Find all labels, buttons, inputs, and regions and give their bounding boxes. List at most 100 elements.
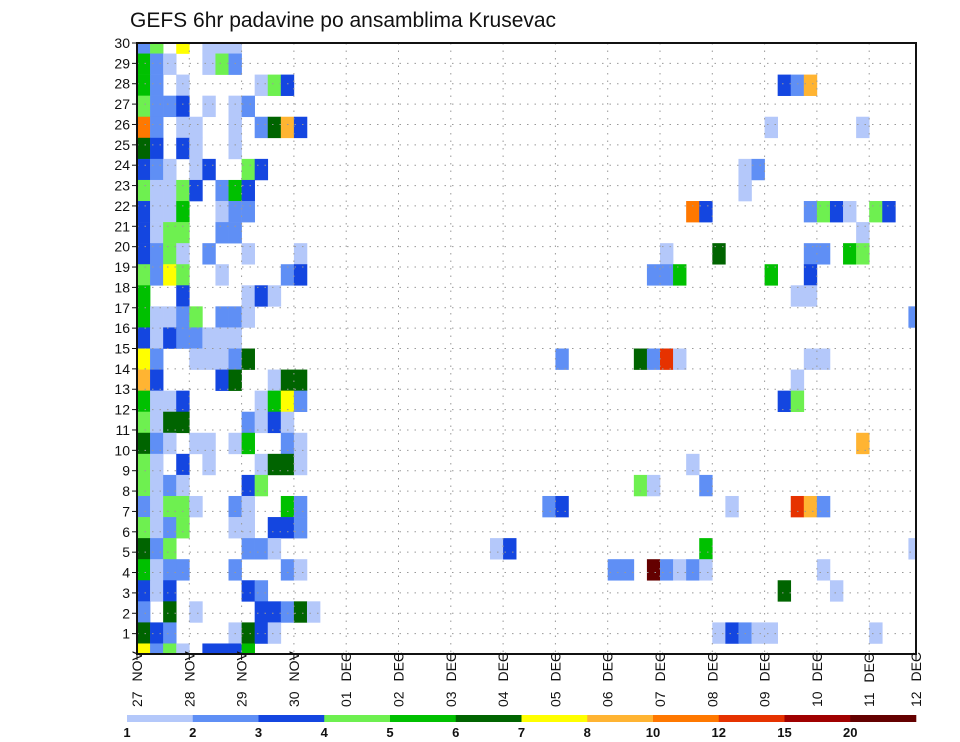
heatmap-cell — [137, 137, 151, 160]
heatmap-cell — [176, 327, 190, 349]
x-tick-label: 02 DEC — [391, 652, 407, 707]
y-tick-label: 24 — [114, 157, 130, 173]
heatmap-cell — [280, 601, 295, 623]
heatmap-cell — [686, 453, 700, 476]
heatmap-cell — [137, 369, 151, 391]
heatmap-cell — [699, 474, 713, 497]
heatmap-cell — [280, 495, 295, 518]
heatmap-cell — [163, 622, 177, 644]
heatmap-cell — [189, 306, 203, 328]
heatmap-cell — [267, 74, 282, 96]
heatmap-cell — [163, 517, 177, 539]
heatmap-cell — [607, 559, 622, 581]
y-tick-label: 6 — [122, 524, 130, 540]
heatmap-cell — [150, 453, 164, 476]
heatmap-cell — [150, 306, 164, 328]
heatmap-cell — [189, 432, 203, 455]
heatmap-cell — [137, 622, 151, 644]
heatmap-cell — [228, 43, 242, 54]
y-tick-label: 22 — [114, 198, 130, 214]
heatmap-cell — [150, 43, 164, 54]
heatmap-cell — [646, 348, 661, 370]
heatmap-cell — [150, 643, 164, 654]
x-tick-label: 07 DEC — [652, 652, 668, 707]
y-tick-label: 16 — [114, 320, 130, 336]
heatmap-cell — [293, 432, 308, 455]
heatmap-cell — [176, 559, 190, 581]
y-tick-label: 15 — [114, 341, 130, 357]
heatmap-cell — [293, 495, 308, 518]
heatmap-cell — [660, 243, 674, 265]
heatmap-cell — [293, 453, 308, 476]
heatmap-cell — [215, 643, 229, 654]
heatmap-cell — [306, 601, 321, 623]
heatmap-cell — [150, 137, 164, 160]
x-tick-label: 10 DEC — [809, 652, 825, 707]
heatmap-cell — [176, 201, 190, 223]
heatmap-cell — [660, 264, 674, 286]
legend-swatch — [850, 715, 917, 722]
heatmap-cell — [267, 622, 282, 644]
heatmap-cell — [163, 243, 177, 265]
heatmap-cell — [137, 201, 151, 223]
heatmap-cell — [869, 622, 883, 644]
heatmap-cell — [803, 264, 818, 286]
legend-label: 12 — [712, 725, 726, 740]
heatmap-cell — [633, 348, 648, 370]
heatmap-cell — [725, 622, 739, 644]
heatmap-cell — [228, 95, 242, 118]
heatmap-cell — [555, 495, 569, 518]
heatmap-cell — [686, 559, 700, 581]
heatmap-cell — [163, 306, 177, 328]
heatmap-cell — [803, 348, 818, 370]
heatmap-cell — [699, 538, 713, 560]
heatmap-cell — [163, 538, 177, 560]
legend-swatch — [784, 715, 851, 722]
heatmap-cell — [882, 201, 896, 223]
legend-swatch — [127, 715, 194, 722]
legend-label: 5 — [386, 725, 393, 740]
legend-label: 8 — [584, 725, 591, 740]
heatmap-cell — [293, 601, 308, 623]
heatmap-cell — [241, 411, 255, 434]
heatmap-cell — [176, 179, 190, 202]
heatmap-cell — [215, 53, 229, 75]
heatmap-cell — [202, 243, 216, 265]
heatmap-cell — [163, 559, 177, 581]
heatmap-cell — [816, 495, 831, 518]
heatmap-cell — [228, 559, 242, 581]
heatmap-cell — [137, 580, 151, 602]
heatmap-cell — [803, 74, 818, 96]
heatmap-cell — [163, 158, 177, 181]
heatmap-cell — [202, 453, 216, 476]
heatmap-cell — [241, 158, 255, 181]
heatmap-cell — [176, 222, 190, 244]
heatmap-cell — [490, 538, 504, 560]
heatmap-cell — [189, 327, 203, 349]
heatmap-cell — [241, 643, 255, 654]
heatmap-cell — [267, 369, 282, 391]
heatmap-cell — [202, 43, 216, 54]
x-tick-label: 04 DEC — [495, 652, 511, 707]
heatmap-cell — [241, 306, 255, 328]
heatmap-cell — [150, 116, 164, 139]
heatmap-cell — [228, 53, 242, 75]
heatmap-cell — [280, 453, 295, 476]
heatmap-cell — [137, 495, 151, 518]
heatmap-cell — [228, 348, 242, 370]
heatmap-cell — [254, 474, 269, 497]
heatmap-cell — [856, 222, 870, 244]
heatmap-cell — [176, 116, 190, 139]
heatmap-cell — [150, 474, 164, 497]
heatmap-cell — [254, 411, 269, 434]
legend-swatch — [390, 715, 457, 722]
heatmap-cell — [829, 580, 844, 602]
heatmap-cell — [163, 201, 177, 223]
x-tick-label: 29 NOV — [234, 651, 250, 707]
heatmap-cell — [150, 243, 164, 265]
heatmap-cell — [137, 116, 151, 139]
heatmap-cell — [150, 179, 164, 202]
heatmap-cell — [241, 517, 255, 539]
heatmap-cell — [137, 390, 151, 413]
heatmap-cell — [254, 453, 269, 476]
